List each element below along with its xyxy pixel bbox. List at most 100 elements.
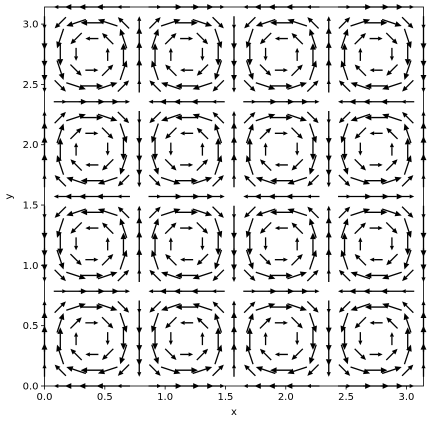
quiver-arrow bbox=[326, 205, 331, 219]
quiver-arrow bbox=[403, 313, 412, 333]
quiver-arrow bbox=[338, 174, 351, 187]
quiver-arrow bbox=[231, 363, 237, 377]
quiver-arrow bbox=[255, 271, 276, 280]
quiver-arrow bbox=[350, 208, 371, 217]
quiver-arrow bbox=[274, 131, 288, 136]
quiver-arrow bbox=[212, 111, 225, 124]
quiver-arrow bbox=[137, 111, 142, 125]
quiver-arrow bbox=[192, 176, 213, 185]
quiver-arrow bbox=[168, 47, 173, 61]
quiver-arrow bbox=[338, 111, 351, 124]
quiver-arrow bbox=[54, 269, 66, 282]
quiver-arrow bbox=[164, 222, 177, 235]
quiver-arrow bbox=[404, 327, 411, 350]
quiver-arrow bbox=[259, 127, 272, 140]
quiver-arrow bbox=[354, 222, 366, 235]
quiver-arrow bbox=[148, 174, 161, 187]
quiver-arrow bbox=[148, 17, 161, 29]
quiver-arrow bbox=[291, 32, 304, 45]
quiver-arrow bbox=[231, 311, 237, 335]
quiver-arrow bbox=[364, 367, 388, 374]
quiver-arrow bbox=[212, 16, 224, 29]
quiver-arrow bbox=[54, 175, 67, 187]
quiver-arrow bbox=[369, 226, 383, 231]
quiver-arrow bbox=[259, 317, 272, 329]
quiver-arrow bbox=[137, 300, 142, 314]
quiver-arrow bbox=[341, 232, 348, 256]
quiver-arrow bbox=[338, 364, 351, 376]
quiver-arrow bbox=[381, 18, 402, 27]
quiver-arrow bbox=[137, 268, 142, 282]
quiver-arrow bbox=[105, 47, 110, 61]
quiver-arrow bbox=[196, 317, 209, 329]
quiver-arrow bbox=[151, 312, 159, 333]
quiver-arrow bbox=[80, 114, 104, 121]
quiver-arrow bbox=[74, 237, 79, 251]
quiver-arrow bbox=[168, 237, 173, 251]
quiver-arrow bbox=[196, 253, 209, 266]
quiver-arrow bbox=[307, 364, 320, 376]
quiver-arrow bbox=[97, 271, 118, 280]
quiver-arrow bbox=[57, 232, 64, 256]
quiver-arrow bbox=[180, 257, 194, 262]
quiver-arrow bbox=[364, 272, 388, 279]
x-tick-label: 0.5 bbox=[97, 392, 113, 403]
quiver-arrow bbox=[56, 344, 65, 365]
quiver-arrow bbox=[80, 209, 104, 216]
quiver-arrow bbox=[274, 162, 288, 167]
quiver-arrow bbox=[287, 271, 307, 280]
quiver-arrow bbox=[97, 303, 118, 312]
quiver-arrow bbox=[287, 176, 308, 185]
quiver-arrow bbox=[211, 289, 225, 294]
quiver-arrow bbox=[119, 28, 128, 49]
quiver-arrow bbox=[274, 257, 288, 262]
quiver-arrow bbox=[287, 208, 308, 217]
quiver-arrow bbox=[325, 27, 332, 50]
quiver-arrow bbox=[191, 288, 214, 295]
quiver-arrow bbox=[386, 317, 399, 329]
quiver-arrow bbox=[54, 111, 66, 124]
quiver-arrow bbox=[401, 99, 415, 104]
quiver-arrow bbox=[369, 68, 383, 73]
quiver-arrow bbox=[101, 316, 114, 329]
quiver-arrow bbox=[369, 352, 383, 357]
quiver-arrow bbox=[309, 123, 317, 144]
x-axis-label: x bbox=[231, 407, 237, 418]
quiver-arrow bbox=[380, 288, 404, 295]
quiver-arrow bbox=[136, 122, 143, 145]
x-tick-label: 2.0 bbox=[278, 392, 294, 403]
quiver-arrow bbox=[295, 237, 300, 251]
quiver-arrow bbox=[270, 83, 293, 89]
quiver-arrow bbox=[161, 303, 181, 312]
quiver-arrow bbox=[274, 68, 288, 73]
quiver-arrow bbox=[117, 206, 130, 219]
quiver-arrow bbox=[196, 159, 209, 172]
y-tick-label: 0.5 bbox=[23, 321, 39, 332]
quiver-arrow bbox=[116, 194, 130, 199]
quiver-arrow bbox=[309, 249, 317, 270]
quiver-arrow bbox=[358, 332, 363, 346]
quiver-arrow bbox=[149, 300, 162, 313]
quiver-arrow bbox=[306, 300, 319, 313]
quiver-arrow bbox=[401, 16, 414, 29]
quiver-arrow bbox=[175, 367, 198, 374]
quiver-arrow bbox=[119, 60, 128, 81]
quiver-arrow bbox=[105, 332, 110, 346]
quiver-arrow bbox=[255, 176, 276, 185]
quiver-arrow bbox=[354, 254, 367, 266]
quiver-arrow bbox=[231, 216, 237, 240]
quiver-arrow bbox=[56, 123, 65, 144]
quiver-arrow bbox=[350, 271, 371, 280]
quiver-arrow bbox=[338, 300, 351, 313]
quiver-arrow bbox=[402, 111, 414, 124]
quiver-arrow bbox=[291, 222, 304, 235]
quiver-arrow bbox=[350, 81, 371, 90]
quiver-arrow bbox=[196, 64, 209, 76]
quiver-arrow bbox=[381, 208, 402, 217]
quiver-arrow bbox=[168, 332, 173, 346]
quiver-arrow bbox=[270, 304, 293, 310]
quiver-arrow bbox=[274, 352, 288, 357]
quiver-arrow bbox=[340, 28, 349, 49]
x-tick-label: 1.0 bbox=[157, 392, 173, 403]
quiver-arrow bbox=[66, 18, 87, 27]
